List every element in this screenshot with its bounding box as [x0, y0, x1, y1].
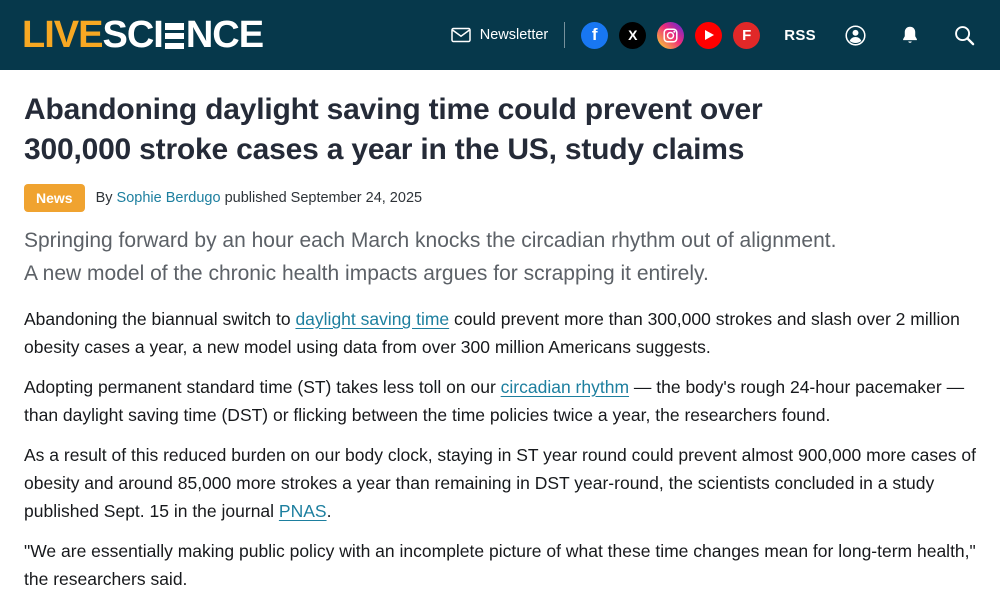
- site-header: LIVE SCI NCE Newsletter f X F: [0, 0, 1000, 70]
- article-title: Abandoning daylight saving time could pr…: [24, 90, 934, 170]
- rss-link[interactable]: RSS: [784, 26, 816, 44]
- site-logo[interactable]: LIVE SCI NCE: [22, 14, 264, 56]
- article-paragraph: Adopting permanent standard time (ST) ta…: [24, 373, 976, 429]
- logo-nce-text: NCE: [185, 14, 264, 56]
- newsletter-link[interactable]: Newsletter: [451, 27, 549, 43]
- facebook-letter: f: [591, 25, 598, 44]
- article-paragraph: As a result of this reduced burden on ou…: [24, 441, 976, 525]
- article-standfirst: Springing forward by an hour each March …: [24, 224, 976, 290]
- author-link[interactable]: Sophie Berdugo: [116, 190, 221, 206]
- byline: By Sophie Berdugo published September 24…: [96, 190, 423, 206]
- text-segment: "We are essentially making public policy…: [24, 541, 976, 589]
- youtube-play-glyph: [705, 30, 715, 40]
- article-paragraph: "We are essentially making public policy…: [24, 537, 976, 593]
- inline-link[interactable]: PNAS: [278, 501, 327, 521]
- instagram-icon[interactable]: [657, 21, 685, 49]
- flipboard-icon[interactable]: F: [733, 21, 761, 49]
- byline-prefix: By: [95, 190, 113, 206]
- logo-sci-text: SCI: [102, 14, 163, 56]
- inline-link[interactable]: circadian rhythm: [500, 377, 630, 397]
- logo-live-text: LIVE: [22, 14, 103, 56]
- header-utilities: [844, 24, 976, 47]
- article: Abandoning daylight saving time could pr…: [0, 70, 1000, 593]
- x-twitter-icon[interactable]: X: [619, 21, 647, 49]
- notifications-bell-icon[interactable]: [899, 24, 921, 47]
- facebook-icon[interactable]: f: [581, 21, 609, 49]
- newsletter-label: Newsletter: [479, 27, 549, 43]
- social-links: f X F RSS: [581, 21, 816, 49]
- header-divider: [564, 22, 566, 48]
- header-actions: Newsletter f X F RSS: [451, 21, 976, 49]
- envelope-icon: [451, 27, 471, 43]
- text-line: 300,000 stroke cases a year in the US, s…: [24, 133, 745, 166]
- search-icon[interactable]: [953, 24, 976, 47]
- text-segment: As a result of this reduced burden on ou…: [24, 445, 977, 521]
- text-line: Abandoning daylight saving time could pr…: [24, 93, 763, 126]
- account-icon[interactable]: [844, 24, 867, 47]
- inline-link[interactable]: daylight saving time: [295, 309, 450, 329]
- article-paragraph: Abandoning the biannual switch to daylig…: [24, 305, 976, 361]
- text-segment: — the body's rough 24-hour pacemaker — t…: [24, 377, 965, 425]
- text-segment: could prevent more than 300,000 strokes …: [24, 309, 960, 357]
- text-segment: .: [326, 501, 332, 521]
- category-badge[interactable]: News: [24, 184, 85, 212]
- text-segment: Abandoning the biannual switch to: [24, 309, 296, 329]
- flipboard-letter: F: [742, 26, 752, 44]
- instagram-camera-glyph: [663, 27, 678, 43]
- logo-stylized-e: [164, 23, 184, 49]
- x-letter: X: [628, 27, 638, 43]
- youtube-icon[interactable]: [695, 21, 723, 49]
- text-line: A new model of the chronic health impact…: [24, 262, 709, 285]
- published-date: published September 24, 2025: [224, 190, 423, 206]
- text-line: Springing forward by an hour each March …: [24, 229, 837, 252]
- text-segment: Adopting permanent standard time (ST) ta…: [24, 377, 501, 397]
- byline-row: News By Sophie Berdugo published Septemb…: [24, 184, 976, 212]
